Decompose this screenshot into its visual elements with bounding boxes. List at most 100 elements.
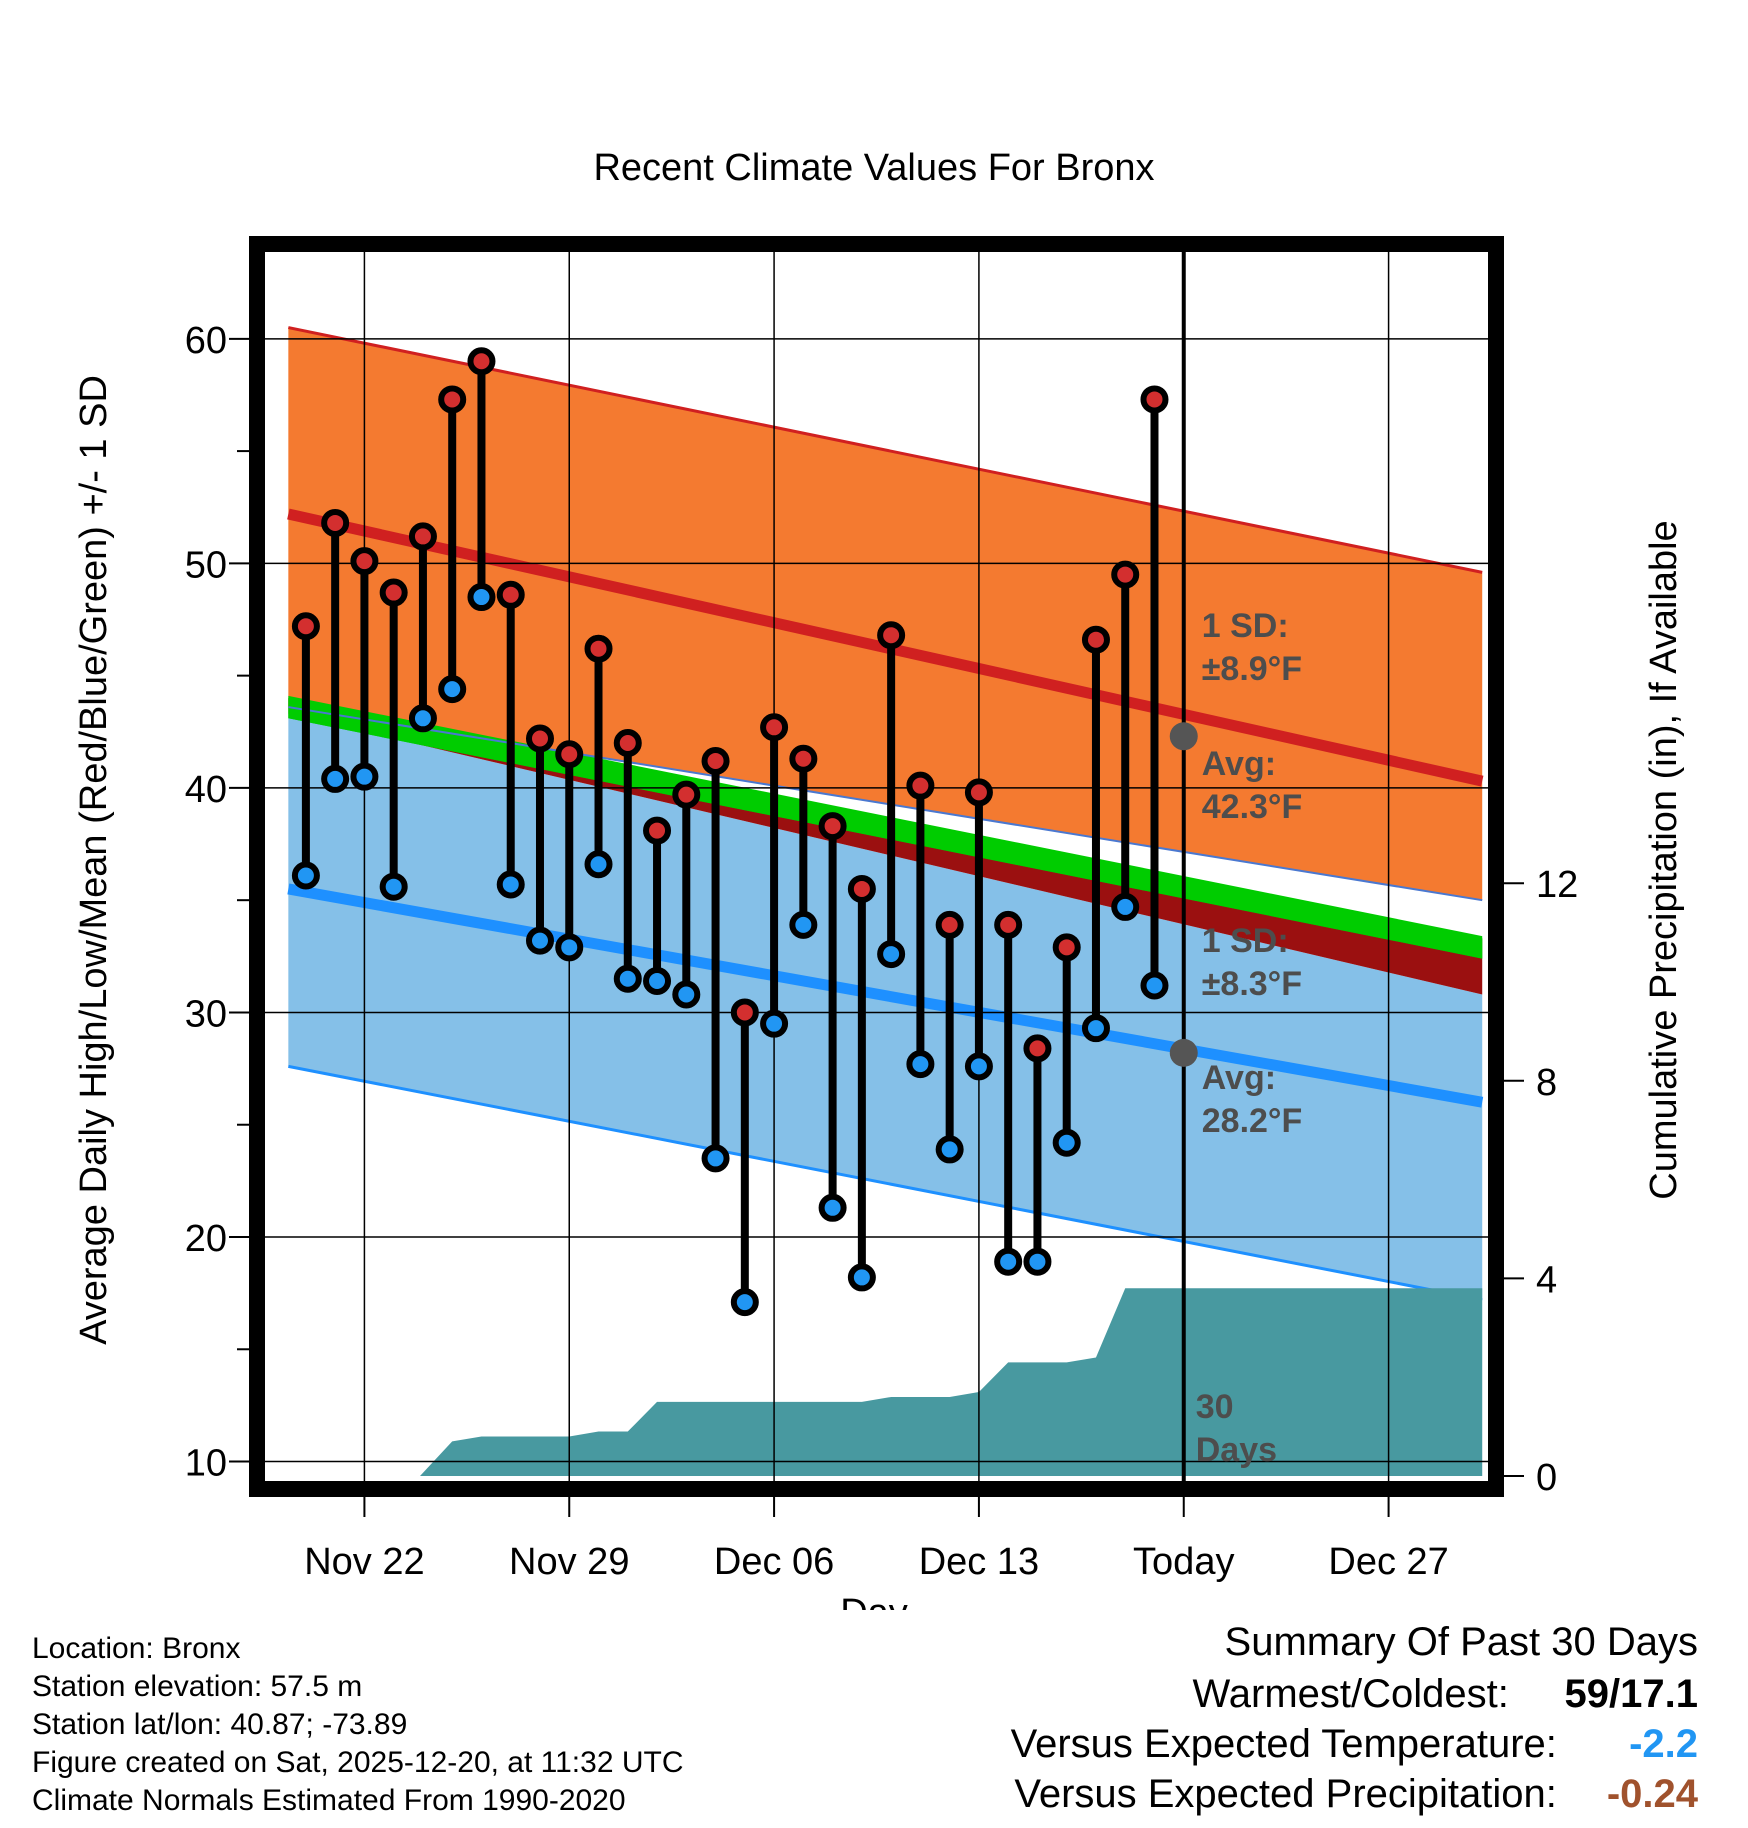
y-tick-label-40: 40 xyxy=(185,769,227,811)
chart-title: Recent Climate Values For Bronx xyxy=(593,147,1154,189)
today-high-avg-marker xyxy=(1169,722,1198,751)
obs-high-point-13 xyxy=(672,780,701,809)
summary-precip-label: Versus Expected Precipitation: xyxy=(1014,1772,1557,1816)
info-location: Location: Bronx xyxy=(32,1632,241,1665)
low-lower-line xyxy=(288,1064,1483,1302)
obs-low-point-15 xyxy=(730,1288,759,1317)
summary-warmest-value: 59/17.1 xyxy=(1564,1672,1698,1716)
obs-high-point-0 xyxy=(291,612,320,641)
y-tick-label-30: 30 xyxy=(185,993,227,1035)
obs-high-point-7 xyxy=(496,580,525,609)
obs-low-point-4 xyxy=(408,704,437,733)
obs-low-point-24 xyxy=(994,1247,1023,1276)
obs-low-point-13 xyxy=(672,980,701,1009)
x-tick-label-28: Today xyxy=(1133,1541,1234,1583)
days-label-1: 30 xyxy=(1196,1388,1234,1426)
obs-low-point-3 xyxy=(379,872,408,901)
y-tick-label-10: 10 xyxy=(185,1443,227,1485)
obs-high-point-4 xyxy=(408,522,437,551)
obs-low-point-21 xyxy=(906,1050,935,1079)
obs-low-point-5 xyxy=(438,675,467,704)
obs-high-point-2 xyxy=(350,547,379,576)
obs-low-point-25 xyxy=(1023,1247,1052,1276)
low-avg-label-1: Avg: xyxy=(1202,1059,1276,1097)
x-tick-label-14: Dec 06 xyxy=(714,1541,834,1583)
obs-low-point-16 xyxy=(760,1009,789,1038)
obs-low-point-23 xyxy=(964,1052,993,1081)
obs-high-point-18 xyxy=(818,812,847,841)
obs-high-point-24 xyxy=(994,910,1023,939)
info-elevation: Station elevation: 57.5 m xyxy=(32,1670,363,1703)
obs-high-point-14 xyxy=(701,746,730,775)
obs-low-point-8 xyxy=(525,926,554,955)
obs-high-point-8 xyxy=(525,724,554,753)
summary-temp-value: -2.2 xyxy=(1629,1722,1698,1766)
obs-low-point-11 xyxy=(613,964,642,993)
obs-high-point-27 xyxy=(1081,625,1110,654)
obs-high-point-22 xyxy=(935,910,964,939)
obs-low-point-6 xyxy=(467,583,496,612)
obs-high-point-16 xyxy=(760,713,789,742)
precip-area xyxy=(262,1288,1483,1476)
obs-high-point-28 xyxy=(1111,560,1140,589)
obs-high-point-12 xyxy=(643,816,672,845)
obs-low-point-9 xyxy=(555,933,584,962)
obs-high-point-17 xyxy=(789,744,818,773)
y2-tick-label-4: 4 xyxy=(1536,1259,1557,1301)
obs-high-point-9 xyxy=(555,740,584,769)
obs-high-point-10 xyxy=(584,634,613,663)
x-tick-label-7: Nov 29 xyxy=(509,1541,629,1583)
high-sd-label-1: 1 SD: xyxy=(1202,607,1289,645)
y2-tick-label-12: 12 xyxy=(1536,864,1578,906)
y2-axis-label: Cumulative Precipitation (in), If Availa… xyxy=(1643,520,1685,1199)
summary-warmest-label: Warmest/Coldest: xyxy=(1192,1672,1509,1716)
obs-low-point-17 xyxy=(789,910,818,939)
x-tick-label-0: Nov 22 xyxy=(304,1541,424,1583)
obs-low-point-29 xyxy=(1140,971,1169,1000)
obs-low-point-10 xyxy=(584,850,613,879)
summary-temp-row: Versus Expected Temperature: -2.2 xyxy=(1011,1722,1698,1767)
x-tick-label-21: Dec 13 xyxy=(919,1541,1039,1583)
obs-low-point-28 xyxy=(1111,892,1140,921)
obs-high-point-19 xyxy=(847,874,876,903)
obs-low-point-26 xyxy=(1052,1128,1081,1157)
climate-chart: Recent Climate Values For Bronx 1 SD: ±8.… xyxy=(73,147,1685,1610)
y-tick-label-20: 20 xyxy=(185,1218,227,1260)
summary-precip-value: -0.24 xyxy=(1606,1772,1698,1816)
high-lower-line xyxy=(288,706,1483,902)
obs-low-point-2 xyxy=(350,762,379,791)
x-axis-label: Day xyxy=(840,1592,908,1610)
high-avg-label-2: 42.3°F xyxy=(1202,788,1303,826)
obs-high-point-23 xyxy=(964,778,993,807)
info-created: Figure created on Sat, 2025-12-20, at 11… xyxy=(32,1746,684,1779)
obs-high-point-21 xyxy=(906,771,935,800)
plot-frame xyxy=(249,236,1504,1497)
obs-low-point-19 xyxy=(847,1263,876,1292)
obs-low-point-14 xyxy=(701,1144,730,1173)
x-tick-label-35: Dec 27 xyxy=(1328,1541,1448,1583)
obs-high-point-6 xyxy=(467,347,496,376)
obs-high-point-29 xyxy=(1140,385,1169,414)
obs-high-point-25 xyxy=(1023,1034,1052,1063)
y2-tick-label-8: 8 xyxy=(1536,1062,1557,1104)
obs-high-point-11 xyxy=(613,729,642,757)
summary-temp-label: Versus Expected Temperature: xyxy=(1010,1722,1557,1766)
obs-high-point-3 xyxy=(379,578,408,607)
summary-warmest-row: Warmest/Coldest: 59/17.1 xyxy=(1193,1672,1699,1717)
obs-low-point-27 xyxy=(1081,1014,1110,1043)
obs-low-point-0 xyxy=(291,861,320,890)
y-tick-label-60: 60 xyxy=(185,320,227,362)
obs-low-point-1 xyxy=(321,764,350,793)
info-normals: Climate Normals Estimated From 1990-2020 xyxy=(32,1784,626,1817)
obs-low-point-20 xyxy=(877,940,906,969)
plot-area: 1 SD: ±8.9°F Avg: 42.3°F 1 SD: ±8.3°F Avg: 28.2… xyxy=(185,236,1578,1583)
obs-high-point-5 xyxy=(438,385,467,414)
today-low-avg-marker xyxy=(1169,1038,1198,1067)
summary-precip-row: Versus Expected Precipitation: -0.24 xyxy=(1014,1772,1698,1817)
low-avg-line xyxy=(287,883,1484,1108)
y2-tick-label-0: 0 xyxy=(1536,1457,1557,1499)
low-avg-label-2: 28.2°F xyxy=(1202,1102,1303,1140)
low-sd-label-1: 1 SD: xyxy=(1202,922,1289,960)
obs-low-point-22 xyxy=(935,1135,964,1164)
summary-title: Summary Of Past 30 Days xyxy=(1224,1620,1698,1664)
